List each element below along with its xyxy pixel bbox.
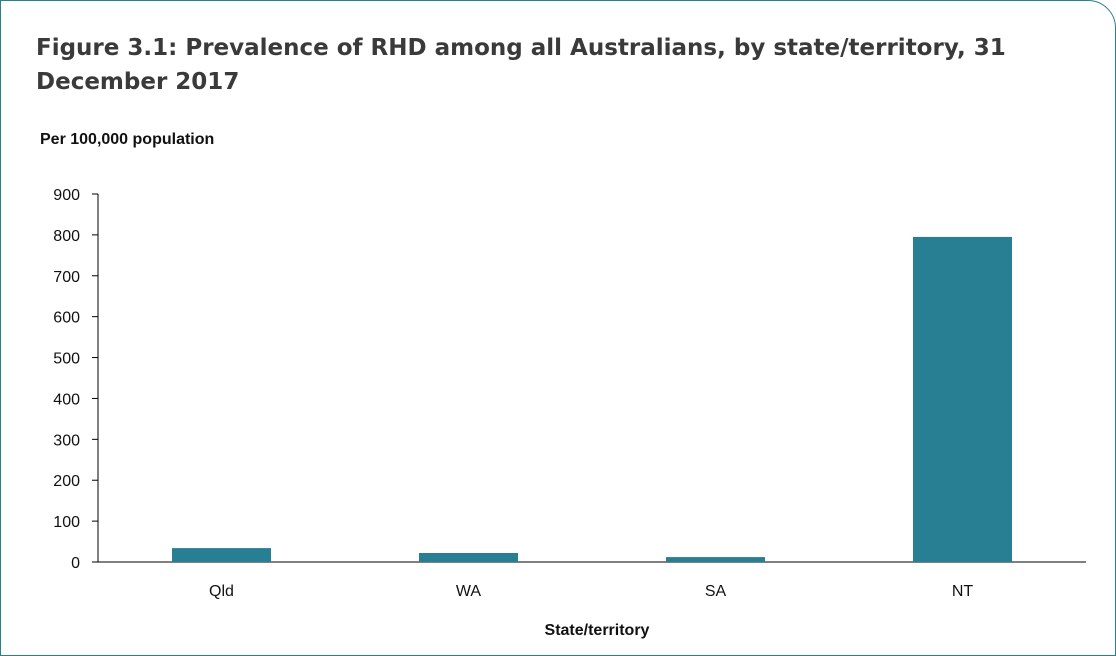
bar-nt [913, 236, 1012, 562]
y-tick-label: 200 [53, 473, 80, 490]
x-tick-label: NT [952, 583, 974, 600]
y-tick-label: 700 [53, 269, 80, 286]
y-axis-ticks: 0 100 200 300 400 500 600 700 800 900 [53, 187, 98, 572]
bar-qld [172, 548, 271, 562]
y-tick-label: 800 [53, 228, 80, 245]
y-axis-title: Per 100,000 population [40, 131, 214, 148]
x-tick-label: WA [456, 583, 482, 600]
figure-title: Figure 3.1: Prevalence of RHD among all … [36, 35, 1006, 95]
x-tick-label: Qld [209, 583, 234, 600]
y-tick-label: 400 [53, 391, 80, 408]
bar-sa [666, 557, 765, 562]
y-tick-label: 600 [53, 310, 80, 327]
y-tick-label: 100 [53, 514, 80, 531]
x-tick-label: SA [705, 583, 727, 600]
bar-wa [419, 553, 518, 562]
y-tick-label: 500 [53, 351, 80, 368]
y-tick-label: 0 [71, 555, 80, 572]
x-axis-ticks: Qld WA SA NT [209, 583, 973, 600]
y-tick-label: 300 [53, 432, 80, 449]
bars [172, 236, 1012, 562]
y-tick-label: 900 [53, 187, 80, 204]
x-axis-title: State/territory [545, 622, 650, 639]
